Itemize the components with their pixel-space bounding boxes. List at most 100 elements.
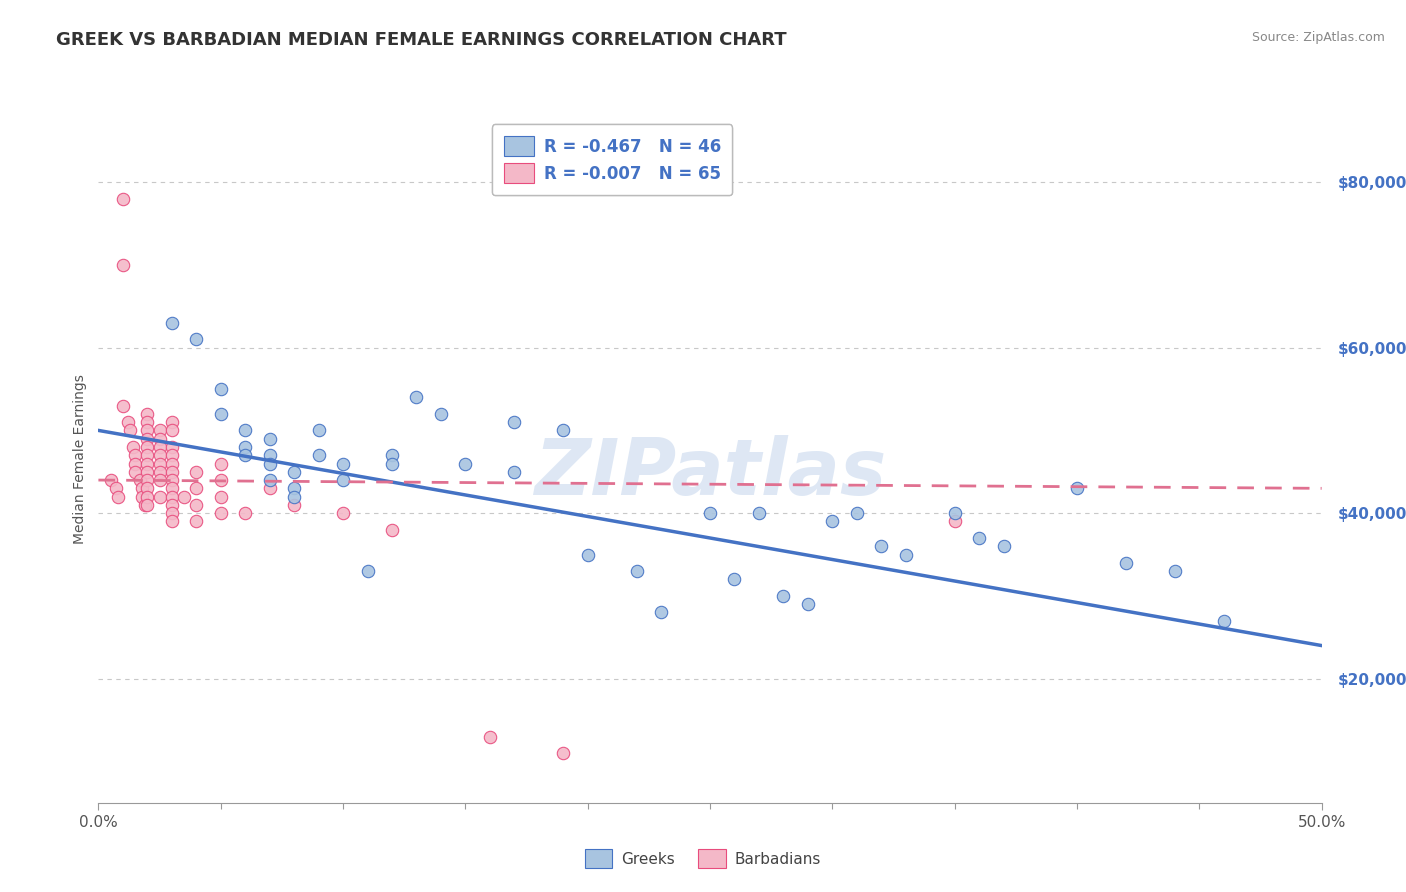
Point <box>283 481 305 495</box>
Legend: R = -0.467   N = 46, R = -0.007   N = 65: R = -0.467 N = 46, R = -0.007 N = 65 <box>492 124 733 195</box>
Point <box>209 382 232 396</box>
Point <box>209 473 232 487</box>
Point <box>283 498 305 512</box>
Point <box>1212 614 1234 628</box>
Point <box>134 498 156 512</box>
Point <box>259 481 281 495</box>
Point <box>124 457 146 471</box>
Point <box>120 424 142 438</box>
Point <box>821 515 844 529</box>
Point <box>186 515 208 529</box>
Point <box>209 407 232 421</box>
Legend: Greeks, Barbadians: Greeks, Barbadians <box>578 841 828 875</box>
Point <box>405 390 427 404</box>
Point <box>136 424 159 438</box>
Point <box>576 548 599 562</box>
Point <box>332 457 354 471</box>
Point <box>478 730 501 744</box>
Point <box>160 448 183 462</box>
Point <box>160 515 183 529</box>
Point <box>430 407 453 421</box>
Point <box>283 465 305 479</box>
Point <box>381 448 404 462</box>
Point <box>233 440 256 454</box>
Point <box>149 448 172 462</box>
Y-axis label: Median Female Earnings: Median Female Earnings <box>73 375 87 544</box>
Point <box>136 415 159 429</box>
Point <box>129 473 152 487</box>
Point <box>943 515 966 529</box>
Point <box>1115 556 1137 570</box>
Point <box>160 457 183 471</box>
Point <box>503 415 526 429</box>
Point <box>136 448 159 462</box>
Point <box>308 424 330 438</box>
Point <box>259 457 281 471</box>
Point <box>160 316 183 330</box>
Point <box>772 589 794 603</box>
Point <box>943 506 966 520</box>
Point <box>209 490 232 504</box>
Point <box>308 448 330 462</box>
Point <box>259 448 281 462</box>
Point <box>381 523 404 537</box>
Point <box>160 465 183 479</box>
Point <box>553 746 575 760</box>
Point <box>160 490 183 504</box>
Point <box>149 432 172 446</box>
Point <box>233 506 256 520</box>
Point <box>233 448 256 462</box>
Point <box>186 481 208 495</box>
Point <box>107 490 129 504</box>
Point <box>149 424 172 438</box>
Point <box>626 564 648 578</box>
Point <box>111 399 134 413</box>
Point <box>283 490 305 504</box>
Point <box>124 448 146 462</box>
Point <box>259 432 281 446</box>
Point <box>136 490 159 504</box>
Point <box>1066 481 1088 495</box>
Point <box>160 440 183 454</box>
Point <box>797 597 820 611</box>
Point <box>650 606 672 620</box>
Point <box>136 481 159 495</box>
Point <box>356 564 378 578</box>
Point <box>149 465 172 479</box>
Point <box>209 457 232 471</box>
Point <box>209 506 232 520</box>
Point <box>136 473 159 487</box>
Point <box>149 457 172 471</box>
Point <box>104 481 127 495</box>
Point <box>149 473 172 487</box>
Point <box>117 415 139 429</box>
Point <box>454 457 477 471</box>
Point <box>160 481 183 495</box>
Point <box>131 481 153 495</box>
Point <box>160 415 183 429</box>
Point <box>160 498 183 512</box>
Point <box>381 457 404 471</box>
Point <box>894 548 917 562</box>
Point <box>160 473 183 487</box>
Point <box>699 506 721 520</box>
Point <box>870 539 893 553</box>
Point <box>111 192 134 206</box>
Point <box>967 531 990 545</box>
Text: GREEK VS BARBADIAN MEDIAN FEMALE EARNINGS CORRELATION CHART: GREEK VS BARBADIAN MEDIAN FEMALE EARNING… <box>56 31 787 49</box>
Point <box>332 506 354 520</box>
Point <box>160 506 183 520</box>
Point <box>121 440 143 454</box>
Point <box>233 424 256 438</box>
Point <box>136 457 159 471</box>
Point <box>160 424 183 438</box>
Text: ZIPatlas: ZIPatlas <box>534 435 886 511</box>
Point <box>136 407 159 421</box>
Point <box>723 573 745 587</box>
Text: Source: ZipAtlas.com: Source: ZipAtlas.com <box>1251 31 1385 45</box>
Point <box>136 465 159 479</box>
Point <box>136 498 159 512</box>
Point <box>186 498 208 512</box>
Point <box>553 424 575 438</box>
Point <box>136 440 159 454</box>
